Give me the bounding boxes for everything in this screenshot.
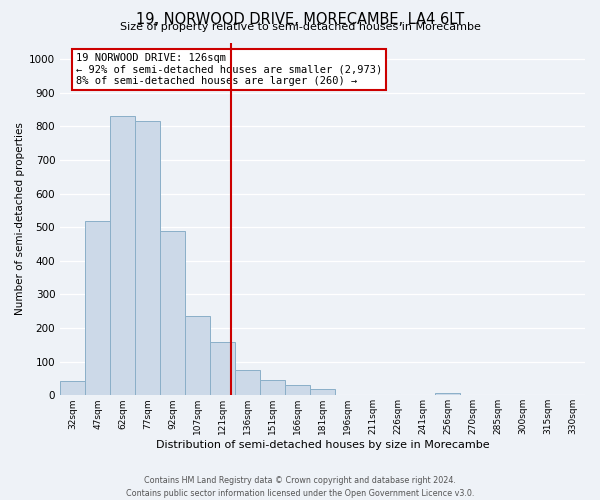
Bar bbox=[60, 381, 85, 396]
Y-axis label: Number of semi-detached properties: Number of semi-detached properties bbox=[15, 122, 25, 316]
Bar bbox=[160, 230, 185, 396]
Bar bbox=[185, 316, 210, 396]
Bar bbox=[110, 116, 135, 396]
Bar bbox=[435, 392, 460, 396]
Bar bbox=[260, 380, 285, 396]
Bar bbox=[310, 388, 335, 396]
Bar bbox=[135, 122, 160, 396]
Text: 19, NORWOOD DRIVE, MORECAMBE, LA4 6LT: 19, NORWOOD DRIVE, MORECAMBE, LA4 6LT bbox=[136, 12, 464, 28]
Text: Contains HM Land Registry data © Crown copyright and database right 2024.
Contai: Contains HM Land Registry data © Crown c… bbox=[126, 476, 474, 498]
Bar bbox=[85, 220, 110, 396]
Bar bbox=[285, 384, 310, 396]
Bar bbox=[210, 342, 235, 396]
X-axis label: Distribution of semi-detached houses by size in Morecambe: Distribution of semi-detached houses by … bbox=[156, 440, 490, 450]
Bar bbox=[235, 370, 260, 396]
Text: Size of property relative to semi-detached houses in Morecambe: Size of property relative to semi-detach… bbox=[119, 22, 481, 32]
Text: 19 NORWOOD DRIVE: 126sqm
← 92% of semi-detached houses are smaller (2,973)
8% of: 19 NORWOOD DRIVE: 126sqm ← 92% of semi-d… bbox=[76, 53, 382, 86]
